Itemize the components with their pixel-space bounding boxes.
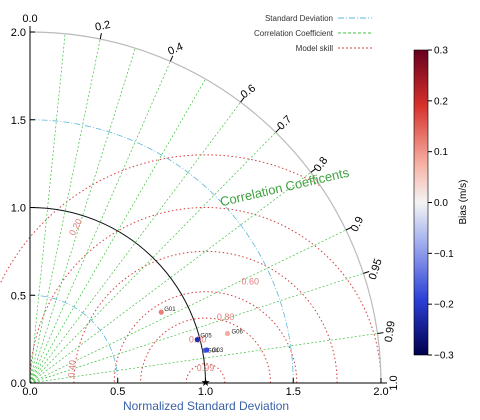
outer-arc — [29, 31, 382, 384]
labels-layer: 0.00.00.50.51.01.01.51.52.02.00.0 0.20.40… — [11, 13, 400, 398]
corr-line-6 — [29, 132, 276, 384]
point-G01 — [158, 309, 164, 315]
point-label-G03: G03 — [212, 348, 224, 354]
colorbar: 0.3 0.2 0.1 0.0 −0.1 −0.2 −0.3 Bias (m/s) — [413, 46, 469, 362]
corr-tick-mark-8 — [377, 332, 384, 334]
corr-tick-label-9: 1.0 — [388, 375, 400, 390]
corr-tick-mark-3 — [240, 97, 245, 103]
point-label-G01: G01 — [164, 307, 176, 313]
point-label-G05: G05 — [200, 334, 212, 340]
x-axis-label: Normalized Standard Deviation — [123, 399, 289, 413]
corr-tick-label-1: 0.2 — [94, 19, 111, 34]
corr-line-9 — [29, 273, 364, 384]
corr-tick-mark-2 — [169, 55, 174, 62]
corr-tick-label-2: 0.4 — [166, 41, 185, 58]
x-tick-label-4: 2.0 — [373, 386, 388, 398]
y-tick-label-2: 1.0 — [11, 203, 26, 215]
point-label-G04: G04 — [207, 348, 219, 354]
skill-label-5: 0.99 — [197, 363, 215, 373]
point-G05 — [194, 337, 200, 343]
colorbar-tick-label-4: −0.1 — [434, 249, 454, 260]
corr-line-3 — [29, 61, 171, 384]
x-tick-label-0: 0.0 — [22, 386, 37, 398]
skill-label-3: 0.80 — [217, 312, 235, 322]
corr-tick-label-0: 0.0 — [22, 13, 37, 25]
corr-tick-label-3: 0.6 — [239, 82, 258, 101]
colorbar-label: Bias (m/s) — [458, 180, 469, 225]
legend: Standard Deviation Correlation Coefficie… — [254, 14, 372, 53]
y-tick-label-0: 0.0 — [11, 378, 26, 390]
std-arc-0 — [29, 294, 119, 384]
colorbar-tick-label-3: 0.0 — [434, 198, 448, 209]
point-label-G06: G06 — [231, 330, 243, 336]
corr-line-5 — [29, 101, 241, 384]
colorbar-ticks: 0.3 0.2 0.1 0.0 −0.1 −0.2 −0.3 — [428, 46, 454, 362]
y-tick-label-1: 0.5 — [11, 290, 26, 302]
colorbar-tick-label-5: −0.2 — [434, 300, 454, 311]
corr-line-0 — [29, 33, 66, 384]
corr-line-10 — [29, 333, 378, 384]
point-G03 — [204, 347, 210, 353]
legend-label-skill: Model skill — [296, 44, 334, 53]
reference-std-arc — [29, 207, 206, 384]
skill-label-2: 0.60 — [241, 277, 259, 287]
corr-line-1 — [29, 39, 101, 384]
corr-line-4 — [29, 78, 206, 384]
corr-tick-mark-5 — [310, 168, 316, 173]
colorbar-gradient — [413, 49, 429, 356]
reference-point-marker: ★ — [201, 376, 211, 389]
corr-tick-mark-4 — [275, 127, 281, 133]
corr-tick-mark-7 — [363, 271, 370, 274]
colorbar-tick-label-2: 0.1 — [434, 147, 448, 158]
corr-line-7 — [29, 172, 312, 384]
corr-tick-label-8: 0.99 — [383, 320, 398, 343]
corr-tick-mark-1 — [99, 33, 102, 40]
skill-contour-1 — [29, 206, 382, 384]
point-G06 — [224, 330, 231, 337]
colorbar-tick-label-0: 0.3 — [434, 46, 448, 57]
x-tick-label-3: 1.5 — [286, 386, 301, 398]
grid-layer — [0, 33, 382, 384]
corr-line-2 — [29, 48, 136, 384]
x-tick-label-2: 1.0 — [198, 386, 213, 398]
corr-tick-label-6: 0.9 — [349, 215, 366, 234]
corr-tick-label-7: 0.95 — [367, 257, 385, 281]
corr-tick-mark-6 — [345, 226, 352, 231]
skill-label-0: 0.20 — [67, 217, 84, 237]
legend-label-corr: Correlation Coefficient — [254, 29, 334, 38]
y-tick-label-4: 2.0 — [11, 27, 26, 39]
skill-label-1: 0.40 — [66, 360, 77, 378]
y-tick-label-3: 1.5 — [11, 115, 26, 127]
corr-line-8 — [29, 229, 347, 384]
colorbar-tick-label-1: 0.2 — [434, 96, 448, 107]
x-tick-label-1: 0.5 — [110, 386, 125, 398]
std-arc-2 — [29, 119, 294, 384]
colorbar-tick-label-6: −0.3 — [434, 351, 454, 362]
skill-contour-2 — [73, 250, 338, 384]
legend-label-std: Standard Deviation — [265, 14, 333, 23]
axes-layer — [29, 26, 387, 384]
